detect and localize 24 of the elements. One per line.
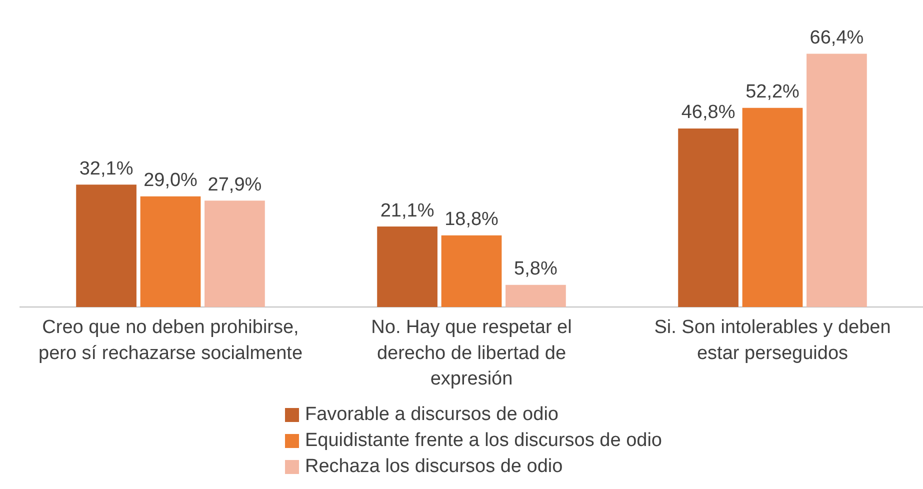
x-tick-label: Si. Son intolerables y deben estar perseguidos (654, 317, 891, 364)
data-label: 21,1% (380, 200, 434, 222)
data-label: 5,8% (514, 258, 558, 280)
bar (506, 284, 566, 308)
legend-label: Equidistante frente a los discursos de odio (305, 429, 662, 453)
bar (140, 196, 201, 308)
data-label: 18,8% (444, 209, 499, 230)
legend-label: Favorable a discursos de odio (305, 403, 558, 427)
x-tick-label: No. Hay que respetar el derecho de libertad de expresión (371, 317, 572, 390)
bar (742, 108, 803, 308)
data-label: 32,1% (79, 158, 134, 180)
bar (441, 235, 502, 308)
data-label: 46,8% (681, 102, 736, 124)
data-label: 52,2% (746, 82, 800, 103)
legend-label: Rechaza los discursos de odio (305, 455, 563, 479)
x-tick-label: Creo que no deben prohibirse, pero sí rechazarse socialmente (38, 317, 303, 364)
data-label: 29,0% (144, 170, 198, 192)
bar (806, 54, 867, 308)
bar (76, 184, 136, 308)
data-label: 66,4% (810, 27, 864, 48)
bar (204, 200, 265, 308)
data-label: 27,9% (208, 174, 262, 196)
bar (377, 226, 438, 308)
bar (678, 128, 738, 308)
